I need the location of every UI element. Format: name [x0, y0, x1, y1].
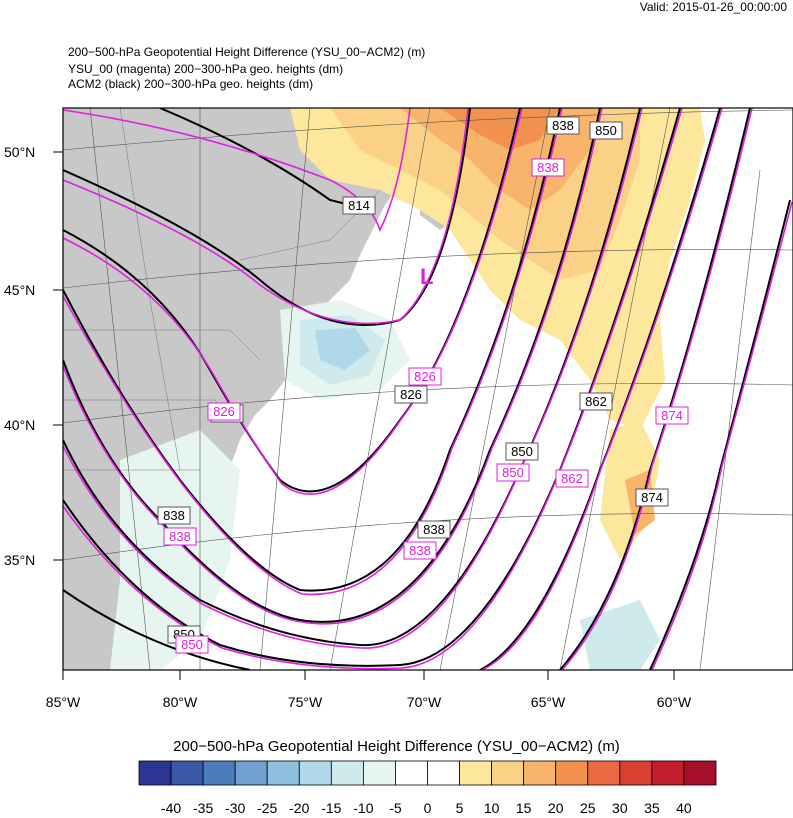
colorbar-label: -15	[321, 800, 342, 816]
colorbar-title: 200−500-hPa Geopotential Height Differen…	[173, 738, 620, 755]
colorbar-label: 25	[579, 800, 596, 816]
svg-text:826: 826	[213, 404, 235, 419]
colorbar-label: -5	[389, 800, 402, 816]
colorbar-swatch	[683, 760, 717, 786]
title-line-2: YSU_00 (magenta) 200−300-hPa geo. height…	[68, 62, 344, 76]
colorbar-swatch	[555, 760, 589, 786]
colorbar-label: -35	[192, 800, 214, 816]
svg-text:874: 874	[661, 408, 683, 423]
svg-text:862: 862	[585, 394, 607, 409]
magenta-label-838-top: 838	[531, 158, 565, 177]
colorbar-swatch	[138, 760, 172, 786]
colorbar-swatch	[651, 760, 685, 786]
colorbar-swatch	[266, 760, 300, 786]
magenta-label-850-mid: 850	[496, 463, 530, 482]
svg-text:838: 838	[169, 529, 191, 544]
lon-label-75w: 75°W	[287, 694, 323, 710]
black-label-850-top: 850	[589, 121, 623, 140]
colorbar-label: -10	[353, 800, 374, 816]
magenta-label-838-mid: 838	[403, 541, 437, 560]
lat-label-50n: 50°N	[4, 144, 36, 160]
low-pressure-marker: L	[420, 264, 433, 289]
magenta-contour-labels: 838 826 826 874 850 862 838 838 850	[163, 158, 689, 654]
shade-neg-se	[580, 600, 660, 670]
lon-label-85w: 85°W	[45, 694, 81, 710]
lon-label-70w: 70°W	[406, 694, 442, 710]
colorbar-swatch	[427, 760, 460, 786]
magenta-label-862: 862	[555, 469, 589, 488]
svg-text:850: 850	[511, 444, 533, 459]
colorbar	[138, 760, 717, 786]
colorbar-label: 15	[515, 800, 532, 816]
lon-label-60w: 60°W	[656, 694, 692, 710]
svg-text:838: 838	[409, 543, 431, 558]
black-contour-labels: 838 850 814 826 862 850 874 838 826 838 …	[157, 116, 669, 644]
colorbar-label: 0	[423, 800, 432, 816]
black-label-838-west: 838	[157, 506, 191, 525]
lat-label-45n: 45°N	[4, 282, 36, 298]
colorbar-swatch	[619, 760, 653, 786]
svg-text:838: 838	[552, 118, 574, 133]
colorbar-swatch	[362, 760, 396, 786]
black-label-874: 874	[635, 488, 669, 507]
svg-text:850: 850	[595, 123, 617, 138]
black-label-850-mid: 850	[505, 442, 539, 461]
colorbar-swatch	[330, 760, 364, 786]
colorbar-swatch	[234, 760, 268, 786]
svg-text:850: 850	[181, 637, 203, 652]
colorbar-swatch	[587, 760, 621, 786]
svg-text:874: 874	[641, 490, 663, 505]
colorbar-swatch	[523, 760, 557, 786]
colorbar-swatch	[170, 760, 204, 786]
black-label-826-mid: 826	[394, 385, 428, 404]
svg-text:838: 838	[163, 508, 185, 523]
colorbar-swatch	[298, 760, 332, 786]
black-label-838-top: 838	[546, 116, 580, 135]
shade-pos-25	[440, 108, 560, 150]
svg-text:850: 850	[502, 465, 524, 480]
title-line-3: ACM2 (black) 200−300-hPa geo. heights (d…	[68, 77, 314, 91]
colorbar-label: -30	[225, 800, 246, 816]
svg-text:838: 838	[423, 522, 445, 537]
magenta-label-838-west: 838	[163, 527, 197, 546]
magenta-label-874: 874	[655, 406, 689, 425]
lat-label-35n: 35°N	[4, 552, 36, 568]
black-label-814: 814	[342, 196, 376, 215]
valid-time: Valid: 2015-01-26_00:00:00	[639, 0, 787, 14]
colorbar-swatch	[491, 760, 525, 786]
svg-text:838: 838	[537, 160, 559, 175]
colorbar-label: 35	[644, 800, 660, 816]
svg-text:814: 814	[348, 198, 370, 213]
colorbar-label: 10	[483, 800, 500, 816]
ysu-contours	[63, 108, 793, 670]
title-line-1: 200−500-hPa Geopotential Height Differen…	[68, 45, 426, 59]
shade-neg-15	[315, 328, 370, 370]
svg-text:862: 862	[561, 471, 583, 486]
svg-text:826: 826	[400, 387, 422, 402]
colorbar-label: 30	[612, 800, 628, 816]
map-frame	[62, 107, 793, 671]
colorbar-label: 5	[455, 800, 464, 816]
black-label-838-mid: 838	[417, 520, 451, 539]
lon-label-80w: 80°W	[162, 694, 198, 710]
colorbar-label: -20	[289, 800, 310, 816]
black-label-862: 862	[579, 392, 613, 411]
colorbar-swatch	[395, 760, 428, 786]
lat-label-40n: 40°N	[4, 417, 36, 433]
axis-ticks	[53, 151, 675, 680]
colorbar-label: -40	[160, 800, 182, 816]
magenta-label-850-west: 850	[175, 635, 209, 654]
shade-neg-sw	[110, 430, 240, 670]
colorbar-label: 40	[676, 800, 692, 816]
colorbar-swatch	[459, 760, 493, 786]
lon-label-65w: 65°W	[530, 694, 566, 710]
magenta-label-826-west: 826	[207, 402, 241, 421]
svg-text:826: 826	[414, 369, 436, 384]
magenta-label-826-mid: 826	[408, 367, 442, 386]
colorbar-label: -25	[257, 800, 278, 816]
colorbar-label: 20	[547, 800, 564, 816]
colorbar-swatch	[202, 760, 236, 786]
